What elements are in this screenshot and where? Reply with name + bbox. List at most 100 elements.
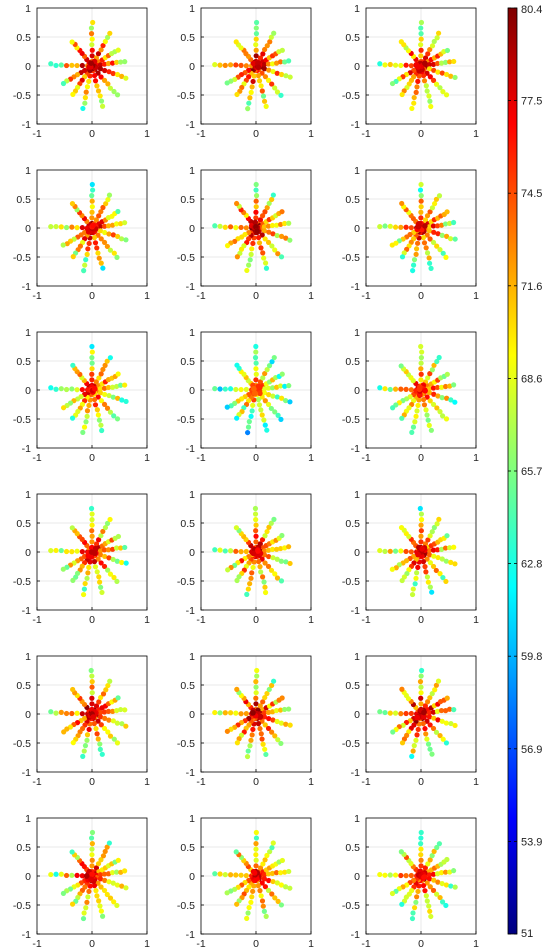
- scatter-point: [426, 872, 433, 878]
- scatter-point: [439, 718, 445, 724]
- scatter-point: [84, 737, 90, 743]
- scatter-point: [109, 708, 116, 714]
- scatter-point: [398, 524, 405, 531]
- subplot-panel: 1 0.5 0 -0.5 -1-1 0 1: [13, 3, 150, 140]
- scatter-point: [417, 384, 423, 390]
- scatter-point: [274, 556, 280, 562]
- scatter-point: [281, 706, 288, 713]
- scatter-point: [424, 213, 431, 219]
- scatter-point: [212, 62, 218, 68]
- scatter-point: [278, 92, 284, 98]
- scatter-point: [403, 224, 409, 230]
- scatter-point: [274, 718, 280, 725]
- scatter-point: [418, 539, 424, 545]
- scatter-point: [273, 222, 280, 228]
- scatter-point: [80, 753, 86, 759]
- scatter-point: [99, 427, 105, 434]
- scatter-point: [252, 511, 259, 517]
- scatter-point: [451, 707, 457, 713]
- scatter-point: [60, 890, 67, 897]
- scatter-point: [106, 879, 112, 885]
- scatter-point: [447, 869, 453, 875]
- scatter-point: [287, 722, 293, 728]
- scatter-point: [243, 63, 249, 69]
- x-tick-label: 0: [89, 290, 95, 302]
- scatter-point: [256, 240, 263, 246]
- scatter-point: [114, 383, 120, 390]
- scatter-point: [266, 392, 272, 398]
- scatter-point: [58, 386, 64, 392]
- scatter-point: [212, 547, 218, 553]
- scatter-point: [110, 880, 116, 886]
- scatter-point: [266, 715, 272, 722]
- scatter-point: [261, 579, 267, 585]
- scatter-point: [413, 251, 419, 257]
- scatter-point: [433, 729, 440, 735]
- scatter-point: [123, 75, 129, 81]
- scatter-point: [96, 255, 102, 261]
- scatter-point: [269, 359, 275, 365]
- scatter-point: [244, 591, 250, 597]
- scatter-point: [247, 257, 253, 263]
- scatter-point: [262, 560, 268, 566]
- colorbar-ticks: 80.4 77.5 74.5 71.6 68.6 65.7 62.8 59.8 56.9 53.9…: [508, 4, 542, 940]
- y-tick-label: 0: [354, 385, 360, 397]
- scatter-point: [399, 740, 406, 746]
- scatter-point: [444, 47, 451, 54]
- x-tick-label: 0: [253, 938, 259, 950]
- scatter-point: [217, 547, 223, 553]
- scatter-point: [97, 746, 103, 752]
- scatter-point: [238, 246, 245, 252]
- scatter-point: [102, 715, 108, 721]
- scatter-point: [245, 429, 251, 436]
- scatter-point: [429, 205, 436, 211]
- scatter-point: [225, 567, 231, 573]
- scatter-point: [437, 894, 443, 901]
- scatter-point: [93, 865, 100, 871]
- scatter-point: [418, 36, 424, 42]
- scatter-point: [81, 748, 87, 754]
- scatter-point: [422, 387, 428, 394]
- scatter-point: [265, 61, 272, 67]
- x-tick-label: -1: [32, 452, 41, 464]
- scatter-point: [100, 528, 106, 535]
- scatter-point: [426, 422, 432, 428]
- scatter-point: [440, 250, 446, 256]
- y-tick-label: 0.5: [16, 680, 31, 692]
- colorbar-tick-label: 77.5: [521, 96, 542, 108]
- scatter-point: [399, 254, 406, 260]
- scatter-point: [275, 737, 281, 743]
- scatter-point: [442, 59, 449, 65]
- scatter-point: [118, 236, 125, 242]
- scatter-point: [278, 870, 284, 876]
- x-tick-label: 0: [253, 614, 259, 626]
- scatter-point: [233, 872, 239, 878]
- scatter-point: [427, 46, 433, 53]
- scatter-point: [426, 255, 432, 261]
- scatter-point: [248, 413, 254, 419]
- scatter-point: [249, 894, 255, 900]
- scatter-point: [224, 890, 230, 896]
- scatter-point: [113, 545, 120, 551]
- y-tick-label: 0: [189, 223, 195, 235]
- scatter-point: [92, 78, 99, 84]
- scatter-point: [277, 59, 284, 65]
- scatter-point: [243, 725, 249, 731]
- scatter-point: [266, 553, 272, 560]
- scatter-point: [435, 717, 441, 723]
- y-tick-label: -1: [22, 767, 31, 779]
- scatter-point: [253, 517, 259, 523]
- y-tick-label: 0.5: [345, 356, 360, 368]
- scatter-point: [425, 579, 431, 585]
- scatter-point: [100, 366, 106, 373]
- scatter-point: [80, 429, 86, 436]
- scatter-point: [418, 690, 424, 696]
- scatter-point: [89, 355, 95, 361]
- scatter-point: [442, 869, 449, 875]
- scatter-point: [452, 561, 458, 567]
- y-tick-label: 0: [354, 871, 360, 883]
- scatter-point: [414, 732, 420, 738]
- scatter-point: [122, 707, 128, 713]
- scatter-point: [418, 377, 424, 383]
- scatter-point: [89, 193, 95, 199]
